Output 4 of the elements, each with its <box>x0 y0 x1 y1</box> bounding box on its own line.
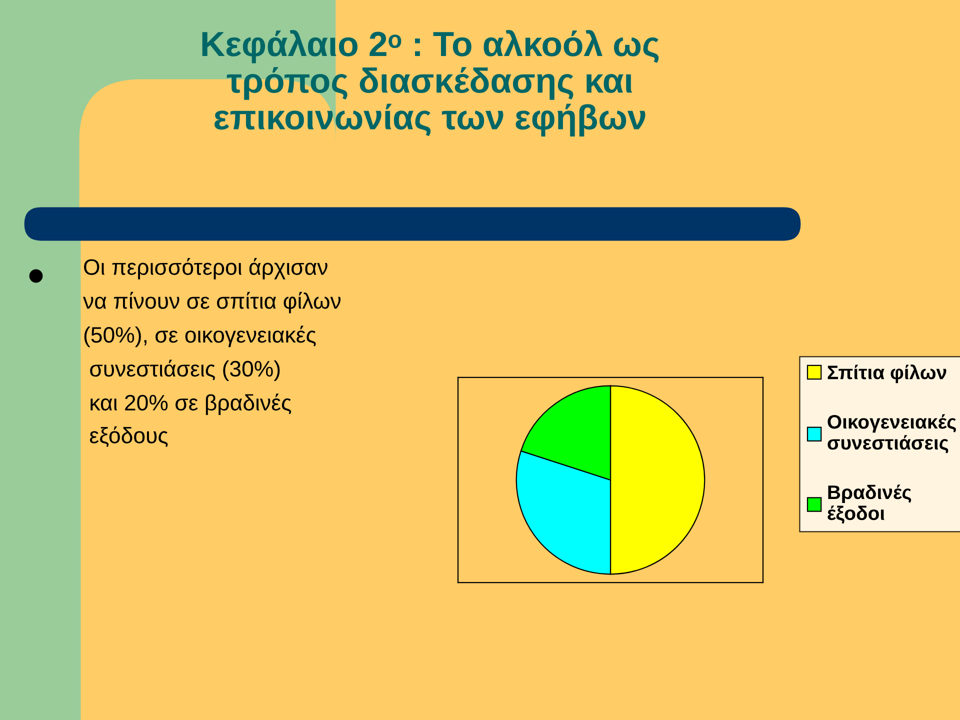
legend-label: Σπίτια φίλων <box>828 364 946 384</box>
legend-label: Οικογενειακές συνεστιάσεις <box>828 414 956 454</box>
text: Οι περισσότεροι άρχισαν να πίνουν σε σπίτια φίλων (50%), σε οικογενειακές συνεστιάσεις (30%) και 20% σε βραδινές εξόδους <box>83 258 341 447</box>
legend-label: Βραδινές έξοδοι <box>828 484 912 524</box>
